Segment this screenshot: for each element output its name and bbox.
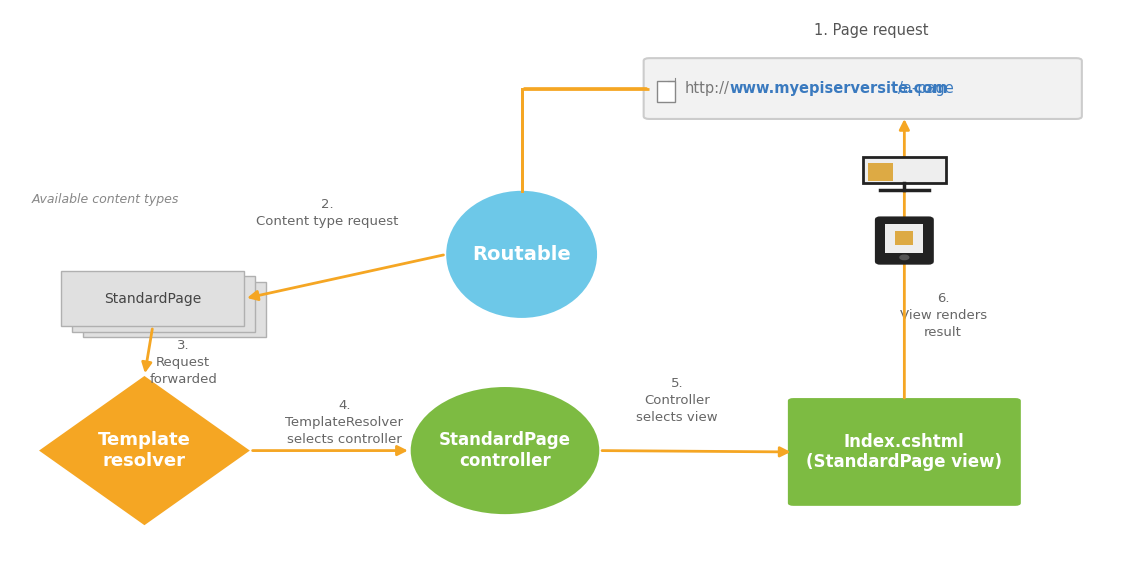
Text: 1. Page request: 1. Page request	[814, 23, 928, 38]
Text: 4.
TemplateResolver
selects controller: 4. TemplateResolver selects controller	[285, 399, 403, 447]
Text: 5.
Controller
selects view: 5. Controller selects view	[636, 377, 718, 424]
FancyBboxPatch shape	[657, 81, 675, 102]
FancyBboxPatch shape	[885, 224, 924, 253]
FancyBboxPatch shape	[876, 218, 932, 263]
FancyBboxPatch shape	[61, 271, 245, 326]
Ellipse shape	[446, 191, 597, 318]
Polygon shape	[38, 376, 250, 525]
Text: Routable: Routable	[472, 245, 571, 264]
Circle shape	[900, 255, 909, 259]
FancyBboxPatch shape	[644, 58, 1082, 119]
Text: StandardPage: StandardPage	[104, 292, 201, 306]
Text: www.myepiserversite.com: www.myepiserversite.com	[729, 81, 947, 96]
Text: Template
resolver: Template resolver	[98, 431, 191, 470]
Text: 6.
View renders
result: 6. View renders result	[900, 292, 987, 338]
Text: Index.cshtml
(StandardPage view): Index.cshtml (StandardPage view)	[806, 433, 1002, 472]
Text: /a-page: /a-page	[898, 81, 953, 96]
FancyBboxPatch shape	[72, 276, 256, 332]
FancyBboxPatch shape	[895, 231, 914, 245]
Text: http://: http://	[685, 81, 730, 96]
Text: StandardPage
controller: StandardPage controller	[439, 431, 571, 470]
Text: 2.
Content type request: 2. Content type request	[256, 198, 398, 228]
Text: 3.
Request
forwarded: 3. Request forwarded	[149, 338, 217, 386]
FancyBboxPatch shape	[788, 398, 1021, 506]
Text: Available content types: Available content types	[32, 192, 179, 206]
Ellipse shape	[411, 387, 599, 514]
FancyBboxPatch shape	[868, 163, 893, 181]
FancyBboxPatch shape	[84, 282, 266, 337]
FancyBboxPatch shape	[863, 157, 946, 183]
